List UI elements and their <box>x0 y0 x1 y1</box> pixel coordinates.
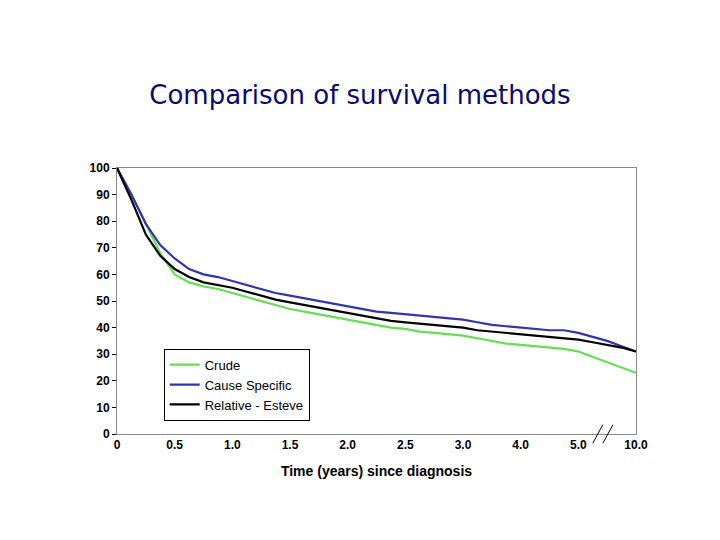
svg-text:1.0: 1.0 <box>224 438 241 452</box>
svg-text:100: 100 <box>90 161 110 175</box>
svg-text:80: 80 <box>96 214 110 228</box>
svg-text:2.0: 2.0 <box>339 438 356 452</box>
svg-text:50: 50 <box>96 294 110 308</box>
svg-text:4.0: 4.0 <box>512 438 529 452</box>
svg-text:0: 0 <box>103 427 110 441</box>
svg-text:10.0: 10.0 <box>624 438 648 452</box>
svg-text:60: 60 <box>96 268 110 282</box>
svg-text:0.5: 0.5 <box>166 438 183 452</box>
svg-text:Time (years) since diagnosis: Time (years) since diagnosis <box>281 463 472 479</box>
svg-text:3.0: 3.0 <box>455 438 472 452</box>
svg-text:Crude: Crude <box>205 358 240 373</box>
svg-text:20: 20 <box>96 374 110 388</box>
svg-text:10: 10 <box>96 401 110 415</box>
svg-text:40: 40 <box>96 321 110 335</box>
svg-text:2.5: 2.5 <box>397 438 414 452</box>
svg-text:70: 70 <box>96 241 110 255</box>
svg-text:90: 90 <box>96 188 110 202</box>
svg-text:1.5: 1.5 <box>282 438 299 452</box>
svg-text:0: 0 <box>114 438 121 452</box>
svg-text:Comparison of survival methods: Comparison of survival methods <box>149 80 570 110</box>
svg-text:Relative - Esteve: Relative - Esteve <box>205 398 303 413</box>
svg-text:Cause Specific: Cause Specific <box>205 378 292 393</box>
svg-text:5.0: 5.0 <box>570 438 587 452</box>
svg-text:30: 30 <box>96 347 110 361</box>
